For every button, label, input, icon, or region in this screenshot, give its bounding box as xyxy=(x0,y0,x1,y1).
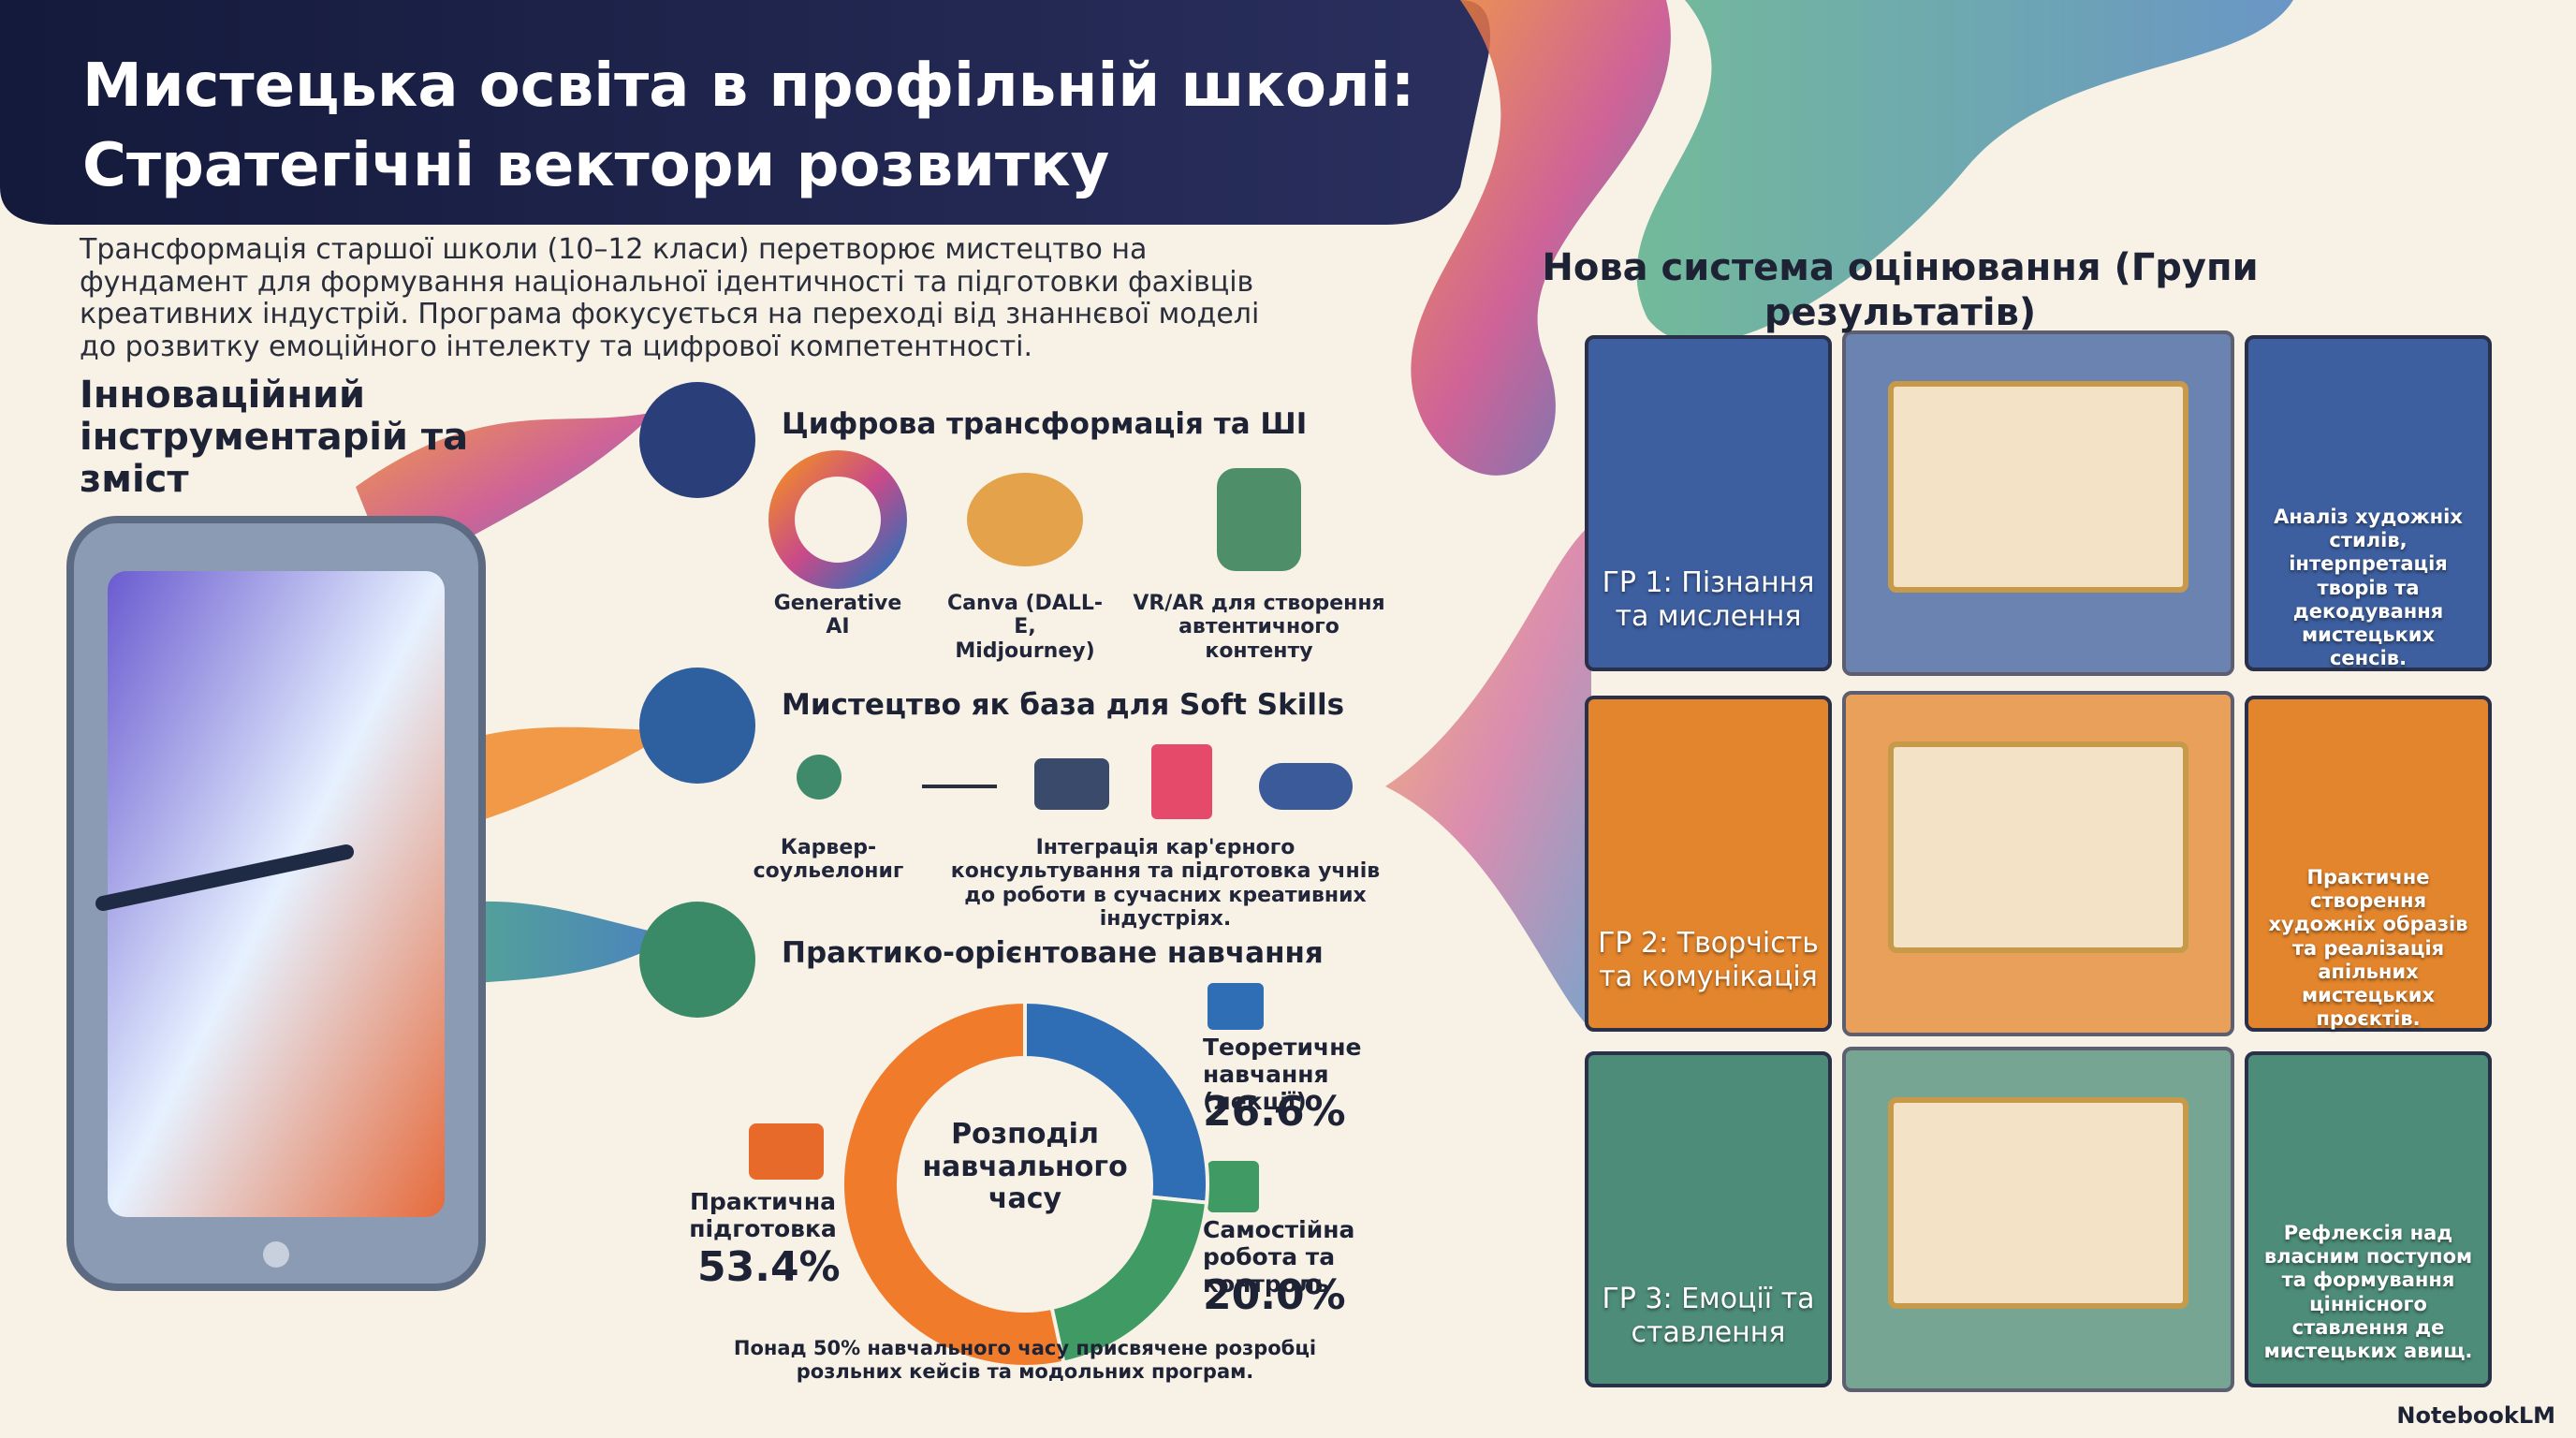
donut-chart xyxy=(841,999,1209,1369)
swirl xyxy=(1385,524,1591,1030)
icon xyxy=(1208,1161,1259,1212)
intro: Трансформація старшої школи (10–12 класи… xyxy=(80,233,1260,363)
segment-label: Самостійна робота та контроль xyxy=(1203,1216,1355,1298)
icon xyxy=(639,382,755,498)
icon xyxy=(749,1123,824,1180)
brand: NotebookLM xyxy=(2396,1402,2555,1429)
note: Понад 50% навчального часу присвячене ро… xyxy=(733,1337,1317,1384)
group-name: ГР 3: Емоції та ставлення xyxy=(1602,1283,1815,1349)
picture xyxy=(1888,741,2188,953)
icon xyxy=(1151,744,1212,819)
segment-label: Практична підготовка xyxy=(689,1188,837,1242)
icon xyxy=(797,755,842,800)
icon xyxy=(639,668,755,784)
panel xyxy=(2245,1051,2492,1387)
segment-value: 53.4% xyxy=(697,1243,841,1291)
panel xyxy=(1585,335,1832,671)
item-label: Карвер-соульелониг xyxy=(753,836,904,884)
icon xyxy=(1259,763,1353,810)
tablet-button xyxy=(263,1241,289,1268)
donut-center-label: Розподіл навчального часу xyxy=(922,1118,1128,1215)
title: Мистецька освіта в профільній школі: xyxy=(82,51,1415,121)
item-label: Canva (DALL-E, Midjourney) xyxy=(946,592,1103,663)
group-description: Практичне створення художніх образів та … xyxy=(2268,866,2468,1031)
item-label: Інтеграція кар'єрного консультування та … xyxy=(950,836,1381,931)
icon xyxy=(1217,468,1301,571)
panel xyxy=(2245,696,2492,1032)
section-title: Мистецтво як база для Soft Skills xyxy=(782,688,1345,722)
item-label: VR/AR для створення автентичного контент… xyxy=(1133,592,1385,663)
icon xyxy=(1034,758,1109,810)
donut-segment xyxy=(1023,999,1209,1205)
panel xyxy=(2245,335,2492,671)
section-title: Цифрова трансформація та ШІ xyxy=(782,407,1308,441)
segment-value: 26.6% xyxy=(1203,1088,1346,1136)
group-description: Аналіз художніх стилів, інтерпретація тв… xyxy=(2274,506,2463,670)
assessment-title: Нова система оцінювання (Групи результат… xyxy=(1542,246,2259,334)
segment-label: Теоретичне навчання (лекції) xyxy=(1203,1034,1362,1115)
group-name: ГР 2: Творчість та комунікація xyxy=(1598,927,1819,993)
picture xyxy=(1888,1097,2188,1309)
icon xyxy=(768,450,907,589)
item-label: Generative AI xyxy=(773,592,902,639)
header-band xyxy=(0,0,1490,225)
segment-value: 20.0% xyxy=(1203,1271,1346,1319)
assessment-panels xyxy=(1585,330,2492,1392)
group-name: ГР 1: Пізнання та мислення xyxy=(1602,566,1815,633)
icon xyxy=(967,473,1083,566)
icon xyxy=(1208,983,1264,1030)
tablet-screen xyxy=(108,571,445,1217)
swirl xyxy=(1636,0,2293,343)
tools-heading: Інноваційний інструментарій та зміст xyxy=(80,374,469,501)
swirl xyxy=(1411,0,1671,476)
panel xyxy=(1585,1051,1832,1387)
icon xyxy=(639,902,755,1018)
stylus xyxy=(95,844,354,911)
section-title: Практико-орієнтоване навчання xyxy=(782,936,1324,970)
title: Стратегічні вектори розвитку xyxy=(82,131,1110,200)
donut-segment xyxy=(841,999,1066,1369)
panel xyxy=(1585,696,1832,1032)
picture xyxy=(1888,381,2188,593)
group-description: Рефлексія над власним поступом та формув… xyxy=(2263,1222,2473,1362)
